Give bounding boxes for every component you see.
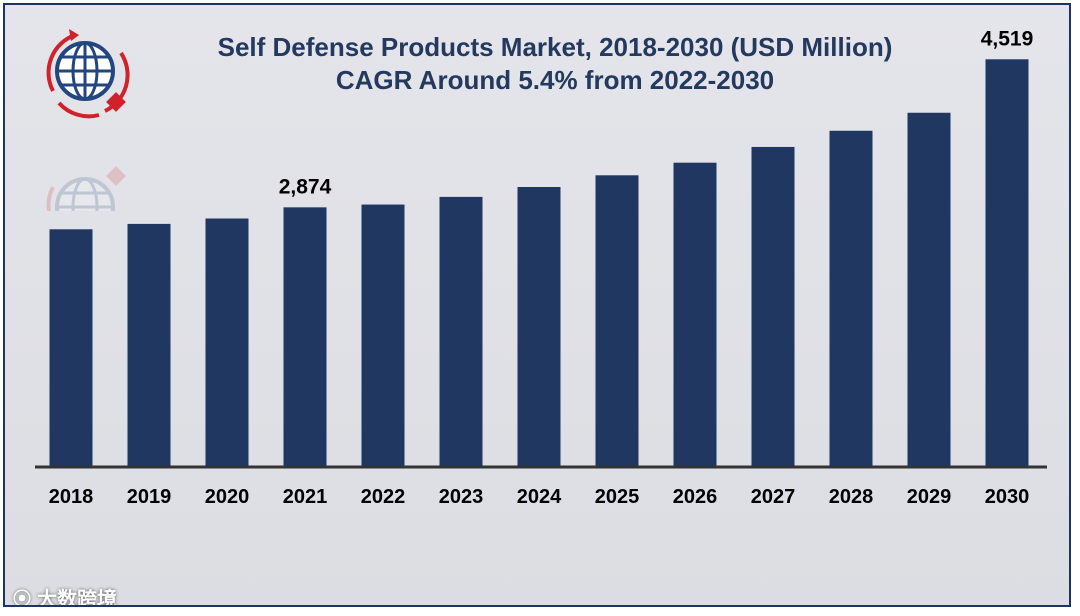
x-tick-label-2029: 2029 bbox=[907, 486, 952, 508]
x-tick-label-2028: 2028 bbox=[829, 486, 874, 508]
x-tick-label-2023: 2023 bbox=[439, 486, 484, 508]
watermark-text: 大数跨境 bbox=[37, 589, 117, 607]
bar-2024 bbox=[517, 187, 561, 466]
bar-2018 bbox=[49, 229, 93, 466]
bar-2021 bbox=[283, 207, 327, 466]
data-label-2021: 2,874 bbox=[279, 175, 332, 198]
bar-2019 bbox=[127, 223, 171, 466]
data-label-2030: 4,519 bbox=[981, 27, 1034, 50]
x-tick-label-2020: 2020 bbox=[205, 486, 250, 508]
x-tick-label-2030: 2030 bbox=[985, 486, 1030, 508]
x-tick-label-2019: 2019 bbox=[127, 486, 172, 508]
chart-title: Self Defense Products Market, 2018-2030 … bbox=[217, 32, 893, 62]
x-tick-label-2021: 2021 bbox=[283, 486, 328, 508]
chart-subtitle: CAGR Around 5.4% from 2022-2030 bbox=[335, 65, 775, 95]
bar-chart: 2018 2019 2020 2021 2022 2023 2024 2025 2026 2027… bbox=[35, 27, 1047, 508]
bar-2029 bbox=[907, 112, 951, 466]
bar-2027 bbox=[751, 146, 795, 466]
bar-2020 bbox=[205, 218, 249, 466]
bar-2023 bbox=[439, 196, 483, 466]
globe-logo-icon bbox=[46, 29, 130, 119]
x-tick-label-2026: 2026 bbox=[673, 486, 718, 508]
bar-2026 bbox=[673, 162, 717, 466]
x-tick-label-2025: 2025 bbox=[595, 486, 640, 508]
x-tick-label-2022: 2022 bbox=[361, 486, 406, 508]
bar-2022 bbox=[361, 204, 405, 467]
chart-frame: Self Defense Products Market, 2018-2030 … bbox=[3, 3, 1071, 607]
bar-2030 bbox=[985, 59, 1029, 466]
x-tick-label-2018: 2018 bbox=[49, 486, 94, 508]
globe-logo-reflection-icon bbox=[46, 166, 126, 211]
brand-icon: ⦿ bbox=[13, 588, 31, 607]
watermark: ⦿ 大数跨境 bbox=[13, 583, 117, 607]
bar-2028 bbox=[829, 130, 873, 466]
bar-2025 bbox=[595, 175, 639, 467]
x-tick-label-2027: 2027 bbox=[751, 486, 796, 508]
x-tick-label-2024: 2024 bbox=[517, 486, 562, 508]
chart-title-block: Self Defense Products Market, 2018-2030 … bbox=[125, 31, 985, 97]
